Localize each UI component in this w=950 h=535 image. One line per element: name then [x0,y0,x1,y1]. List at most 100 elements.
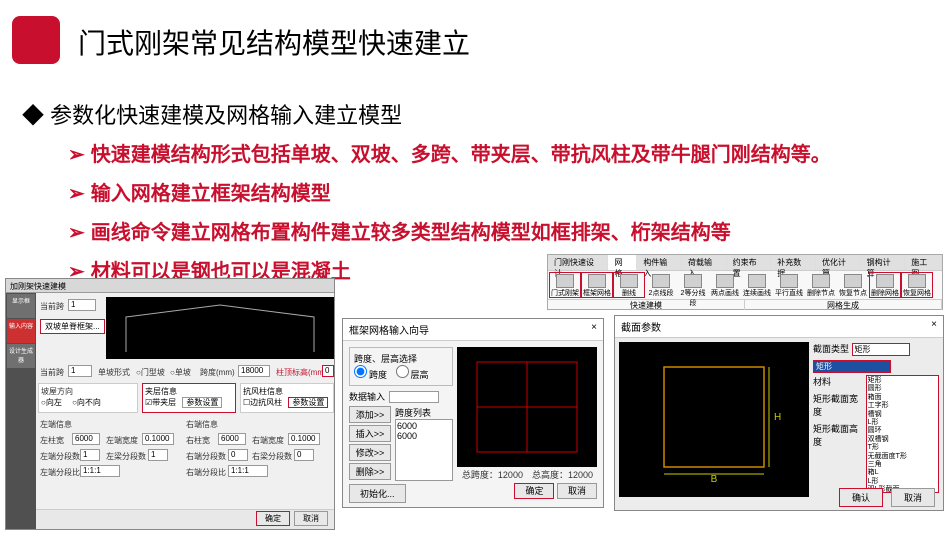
ribbon-icon[interactable]: 删除节点 [805,272,837,298]
main-bullet: ◆ 参数化快速建模及网格输入建立模型 [22,98,402,130]
input[interactable]: 0.1000 [288,433,320,445]
input[interactable]: 1 [148,449,168,461]
data-input[interactable] [389,391,439,403]
btn[interactable]: 参数设置 [182,397,222,408]
input[interactable]: 18000 [238,365,270,377]
input[interactable]: 1:1:1 [228,465,268,477]
ribbon-group-label: 网格生成 [745,300,942,310]
cancel-button[interactable]: 取消 [557,483,597,499]
delete-button[interactable]: 删除>> [349,463,391,480]
list-header: 跨度列表 [395,406,453,419]
tab[interactable]: 优化计算 [816,255,861,270]
lbl: 跨度(mm) [200,367,235,378]
ribbon-toolbar: 门刚快速设计 网格 构件输入 荷载输入 约束布置 补充数据 优化计算 钢构计算 … [547,254,943,310]
cancel-button[interactable]: 取消 [891,488,935,507]
tab[interactable]: 钢构计算 [861,255,906,270]
radio[interactable]: ○向左 [41,398,62,407]
sub-bullet: ➢输入网格建立框架结构模型 [68,177,831,206]
lbl: 右端信息 [186,419,218,430]
span-label: 当前跨 [40,301,64,312]
sidebar-btn[interactable]: 显示框 [7,294,35,318]
svg-text:H: H [774,412,781,423]
sub-bullet: ➢画线命令建立网格布置构件建立较多类型结构模型如框排架、桁架结构等 [68,216,831,245]
ribbon-icon[interactable]: 删除网格 [869,272,901,298]
ribbon-icon[interactable]: 两点画线 [709,272,741,298]
close-icon[interactable]: × [931,319,937,330]
tab[interactable]: 施工图 [905,255,942,270]
lbl: 矩形截面高度 [813,424,858,447]
mezz-group: 夹层信息 ☑带夹层 参数设置 [142,383,236,413]
input[interactable]: 6000 [218,433,246,445]
double-slope-button[interactable]: 双坡单脊框架... [40,319,105,334]
input[interactable]: 1:1:1 [80,465,120,477]
radio-opt[interactable]: ○门型坡 [136,367,165,378]
ribbon-icon[interactable]: 恢复节点 [837,272,869,298]
add-button[interactable]: 添加>> [349,406,391,423]
tab[interactable]: 网格 [608,255,637,270]
ribbon-icon[interactable]: 框架网格 [581,272,613,298]
status-text: 总跨度：12000 总高度：12000 [462,468,593,481]
ribbon-icon[interactable]: 删线 [613,272,645,298]
span-floor-group: 跨度、层高选择 跨度 层高 [349,347,453,386]
ribbon-icon[interactable]: 连续画线 [741,272,773,298]
tab[interactable]: 荷载输入 [682,255,727,270]
input[interactable]: 0 [228,449,248,461]
page-title: 门式刚架常见结构模型快速建立 [78,22,470,62]
input[interactable]: 1 [80,449,100,461]
dir-group: 坡屋方向 ○向左 ○向不向 [38,383,138,413]
ok-button[interactable]: 确定 [256,511,290,526]
checkbox[interactable]: ☐边抗风柱 [243,398,282,407]
sidebar-btn[interactable]: 输入内容 [7,319,35,343]
insert-button[interactable]: 插入>> [349,425,391,442]
span-list[interactable]: 6000 6000 [395,419,453,481]
lbl: 材料 [813,377,831,387]
grid-preview [457,347,597,467]
sub-bullet: ➢快速建模结构形式包括单坡、双坡、多跨、带夹层、带抗风柱及带牛腿门刚结构等。 [68,138,831,167]
tab[interactable]: 构件输入 [637,255,682,270]
panel-title: 加刚架快速建模 [6,279,334,293]
ribbon-icon[interactable]: 门式刚架 [549,272,581,298]
lbl: 左端信息 [40,419,72,430]
panel-title: 截面参数× [615,316,943,338]
lbl: 柱顶标高(mm) [276,367,327,378]
ribbon-icon[interactable]: 2等分线段 [677,272,709,298]
btn[interactable]: 参数设置 [288,397,328,408]
panel-title: 框架网格输入向导× [343,319,603,341]
ribbon-icon[interactable]: 平行直线 [773,272,805,298]
lbl: 当前跨 [40,367,64,378]
wind-group: 抗风柱信息 ☐边抗风柱 参数设置 [240,383,334,413]
sidebar: 显示框 输入内容 设计生成器 [6,293,36,529]
radio[interactable]: 跨度 [354,370,387,380]
radio-opt[interactable]: ○单坡 [170,367,191,378]
sidebar-btn[interactable]: 设计生成器 [7,344,35,368]
lbl: 单坡形式 [98,367,130,378]
input[interactable]: 0.1000 [142,433,174,445]
input[interactable]: 0 [322,365,334,377]
section-preview: B H [619,342,809,497]
checkbox[interactable]: ☑带夹层 [145,398,176,407]
section-type-list[interactable]: 矩形圆形箱面 工字形槽钢L形 圆环双槽钢T形 无截面度T形三角箱L L形双L形截… [866,375,939,493]
radio[interactable]: ○向不向 [72,398,101,407]
type-selected[interactable]: 矩形 [813,360,891,373]
ribbon-group-label: 快速建模 [548,300,745,310]
modify-button[interactable]: 修改>> [349,444,391,461]
cancel-button[interactable]: 取消 [294,511,328,526]
span-input[interactable]: 1 [68,299,96,311]
input[interactable]: 1 [68,365,92,377]
ok-button[interactable]: 确定 [514,483,554,499]
quick-model-panel: 加刚架快速建模 显示框 输入内容 设计生成器 当前跨 1 双坡单脊框架... 当… [5,278,335,530]
input[interactable]: 0 [294,449,314,461]
ok-button[interactable]: 确认 [839,488,883,507]
input[interactable]: 6000 [72,433,100,445]
tab[interactable]: 门刚快速设计 [548,255,608,270]
type-dropdown[interactable]: 矩形 [852,343,910,356]
radio[interactable]: 层高 [396,370,429,380]
tab[interactable]: 补充数据 [771,255,816,270]
ribbon-icon[interactable]: 恢复网格 [901,272,933,298]
ribbon-icon[interactable]: 2点线段 [645,272,677,298]
close-icon[interactable]: × [591,322,597,333]
tab[interactable]: 约束布置 [727,255,772,270]
grid-wizard-panel: 框架网格输入向导× 跨度、层高选择 跨度 层高 数据输入 添加>> 插入>> 修… [342,318,604,508]
lbl: 截面类型 [813,344,849,354]
init-button[interactable]: 初始化... [349,484,406,503]
